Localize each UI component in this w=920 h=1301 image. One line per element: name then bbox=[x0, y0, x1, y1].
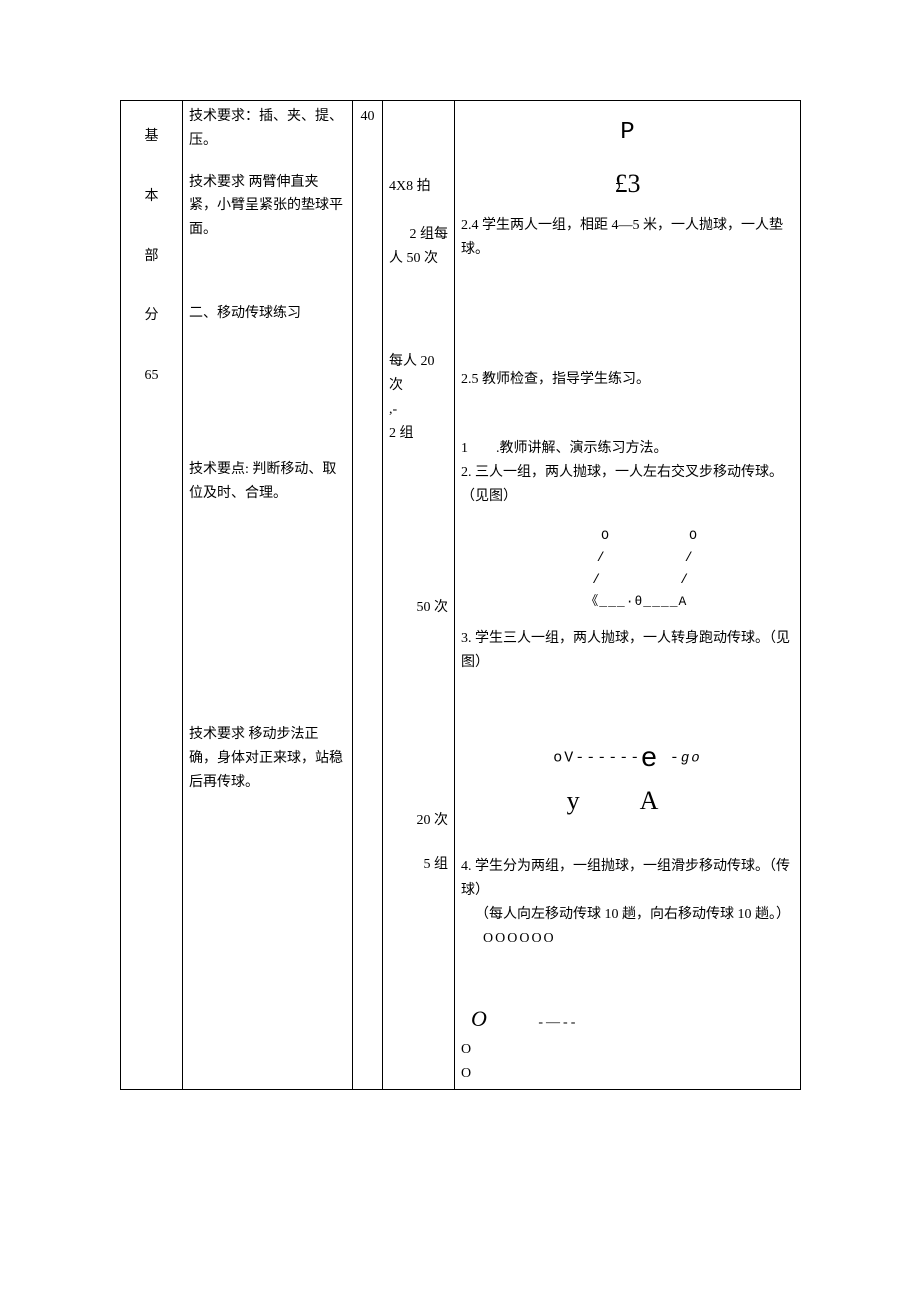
method-item-2-5: 2.5 教师检查，指导学生练习。 bbox=[461, 368, 794, 392]
figure-symbol-p: P bbox=[461, 113, 794, 154]
section-two-title: 二、移动传球练习 bbox=[189, 302, 346, 326]
reps-2group-line2: 人 50 次 bbox=[389, 247, 448, 271]
repetitions-cell: 4X8 拍 2 组每 人 50 次 每人 20 次 ,- 2 组 50 次 20… bbox=[383, 101, 455, 1090]
table-row: 基 本 部 分 65 技术要求：插、夹、提、压。 技术要求 两臂伸直夹紧，小臂呈… bbox=[121, 101, 801, 1090]
diagram-trailing-o2: O bbox=[461, 1062, 794, 1086]
method-cell: P £3 2.4 学生两人一组，相距 4—5 米，一人抛球，一人垫球。 2.5 … bbox=[455, 101, 801, 1090]
reps-20-line1: 每人 20 次 bbox=[389, 350, 448, 398]
diagram-go: go bbox=[681, 750, 702, 766]
diagram-line: 《___·θ____A bbox=[568, 594, 688, 609]
diagram-text: - bbox=[659, 749, 681, 766]
method-item-4-line2: （每人向左移动传球 10 趟，向右移动传球 10 趟。） bbox=[461, 903, 794, 927]
section-char: 本 bbox=[145, 185, 159, 209]
reps-2group-line1: 2 组每 bbox=[389, 223, 448, 247]
diagram-trailing-o1: O bbox=[461, 1038, 794, 1062]
diagram-circles-row: OOOOOO bbox=[461, 927, 794, 951]
section-char: 分 bbox=[145, 304, 159, 328]
method-item-2-4: 2.4 学生两人一组，相距 4—5 米，一人抛球，一人垫球。 bbox=[461, 214, 794, 262]
reps-20-line2: ,- bbox=[389, 398, 448, 422]
diagram-cross-step: O O / / / / 《___·θ____A bbox=[461, 525, 794, 613]
section-char: 基 bbox=[145, 125, 159, 149]
reps-5group: 5 组 bbox=[389, 853, 448, 877]
tech-requirement-move: 技术要求 移动步法正确，身体对正来球，站稳后再传球。 bbox=[189, 723, 346, 794]
diagram-big-e: e bbox=[641, 741, 659, 772]
diagram-turn-line1: oV------e -go bbox=[461, 735, 794, 780]
section-number: 65 bbox=[145, 364, 159, 388]
method-item-4-line1: 4. 学生分为两组，一组抛球，一组滑步移动传球。（传球） bbox=[461, 855, 794, 903]
reps-50: 50 次 bbox=[389, 596, 448, 620]
figure-symbol-pound: £3 bbox=[461, 162, 794, 206]
time-value: 40 bbox=[361, 109, 375, 124]
tech-requirement-arms: 技术要求 两臂伸直夹紧，小臂呈紧张的垫球平面。 bbox=[189, 171, 346, 242]
tech-requirement-insert: 技术要求：插、夹、提、压。 bbox=[189, 105, 346, 153]
diagram-big-o: O bbox=[461, 1006, 487, 1031]
section-vertical-label: 基 本 部 分 65 bbox=[127, 105, 176, 388]
diagram-big-o-row: O -—-- bbox=[461, 1000, 794, 1037]
diagram-line: / / bbox=[561, 550, 693, 565]
section-label-cell: 基 本 部 分 65 bbox=[121, 101, 183, 1090]
diagram-text: oV------ bbox=[553, 749, 641, 766]
method-item-2: 2. 三人一组，两人抛球，一人左右交叉步移动传球。（见图） bbox=[461, 461, 794, 509]
tech-keypoint-judge: 技术要点: 判断移动、取位及时、合理。 bbox=[189, 458, 346, 506]
reps-20times: 20 次 bbox=[389, 809, 448, 833]
diagram-turn-run: oV------e -go yA bbox=[461, 735, 794, 821]
diagram-line: / / bbox=[566, 572, 689, 587]
section-char: 部 bbox=[145, 245, 159, 269]
method-item-1: 1 .教师讲解、演示练习方法。 bbox=[461, 437, 794, 461]
time-cell: 40 bbox=[353, 101, 383, 1090]
lesson-plan-table: 基 本 部 分 65 技术要求：插、夹、提、压。 技术要求 两臂伸直夹紧，小臂呈… bbox=[120, 100, 801, 1090]
reps-20-line3: 2 组 bbox=[389, 422, 448, 446]
diagram-turn-line2: yA bbox=[461, 780, 794, 822]
diagram-dashes: -—-- bbox=[490, 1015, 578, 1030]
diagram-line: O O bbox=[557, 528, 698, 543]
method-item-3: 3. 学生三人一组，两人抛球，一人转身跑动传球。（见图） bbox=[461, 627, 794, 675]
teaching-content-cell: 技术要求：插、夹、提、压。 技术要求 两臂伸直夹紧，小臂呈紧张的垫球平面。 二、… bbox=[183, 101, 353, 1090]
reps-4x8: 4X8 拍 bbox=[389, 175, 448, 199]
